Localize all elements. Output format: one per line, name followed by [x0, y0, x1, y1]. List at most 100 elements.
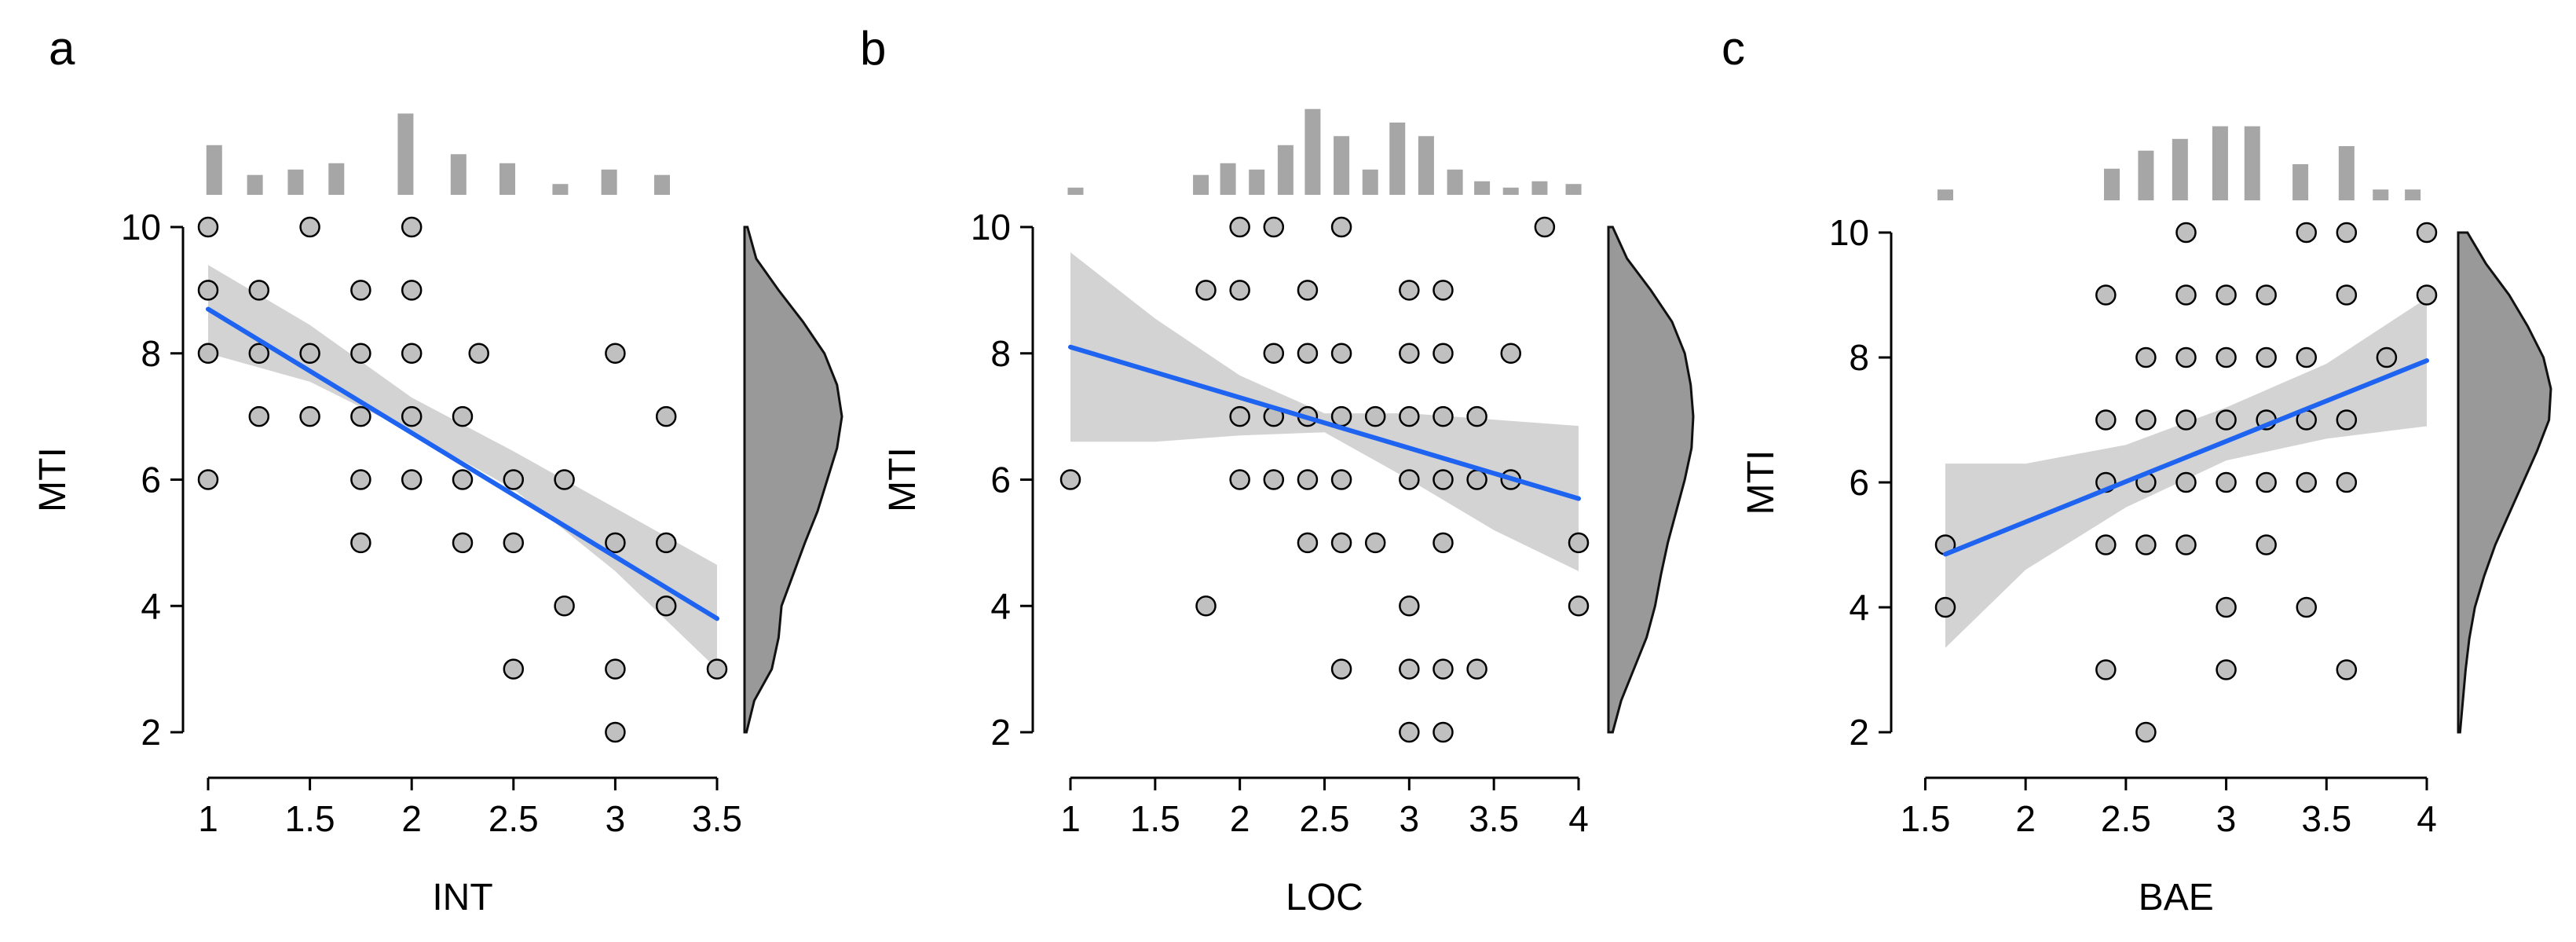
scatter-point [2175, 534, 2197, 555]
histogram-bar [1220, 163, 1236, 195]
scatter-point [2416, 284, 2438, 306]
histogram-bar [552, 184, 569, 195]
histogram-bar [1193, 174, 1209, 195]
y-tick-label: 4 [1849, 587, 1869, 628]
scatter-point [350, 469, 371, 490]
histogram-bar [1565, 184, 1582, 195]
scatter-point [2416, 222, 2438, 244]
scatter-point [350, 343, 371, 364]
scatter-point [1433, 532, 1454, 554]
scatter-point [1433, 721, 1454, 743]
histogram-bar [1249, 169, 1265, 195]
scatter-point [2216, 284, 2237, 306]
scatter-point [401, 469, 423, 490]
x-tick-label: 2 [401, 798, 422, 839]
scatter-point [2095, 284, 2117, 306]
scatter-point [2216, 346, 2237, 368]
scatter-point [1297, 469, 1319, 490]
histogram-bar [1502, 187, 1519, 195]
scatter-point [2256, 346, 2277, 368]
scatter-point [1399, 405, 1420, 427]
x-tick-label: 2.5 [1300, 798, 1350, 839]
scatter-point [2135, 721, 2157, 743]
scatter-point [2175, 284, 2197, 306]
y-axis-title: MTI [32, 447, 74, 512]
scatter-point [2175, 222, 2197, 244]
scatter-point [2336, 659, 2358, 680]
histogram-bar [2212, 126, 2228, 200]
x-tick-label: 3.5 [692, 798, 742, 839]
scatter-point [1330, 658, 1352, 680]
y-tick-label: 2 [1849, 712, 1869, 753]
histogram-bar [2405, 189, 2421, 200]
x-tick-label: 2 [1230, 798, 1250, 839]
histogram-bar [2103, 168, 2120, 200]
regression-line [1943, 357, 2429, 557]
scatter-point [1399, 280, 1420, 301]
histogram-bar [2138, 150, 2154, 200]
scatter-point [1433, 343, 1454, 364]
scatter-point [1568, 532, 1590, 554]
x-tick-label: 1.5 [1900, 798, 1950, 839]
scatter-point [1500, 343, 1521, 364]
histogram-bar [287, 169, 304, 195]
scatter-point [1195, 280, 1217, 301]
scatter-point [503, 469, 525, 490]
scatter-point [2256, 284, 2277, 306]
panel-b: b 2 4 6 8 10 1 1.5 2 2.5 3 3.5 4 LOC MTI [860, 22, 1695, 918]
scatter-point [1364, 405, 1386, 427]
regression-line [206, 306, 719, 621]
scatter-point [655, 532, 677, 554]
x-tick-label: 1 [1060, 798, 1081, 839]
panel-c: c 2 4 6 8 10 1.5 2 2.5 3 3.5 4 BAE MTI [1722, 22, 2552, 918]
histogram-bar [1304, 108, 1321, 195]
regression-line [1068, 344, 1581, 501]
scatter-point [197, 280, 219, 301]
panel-letter: a [49, 22, 75, 75]
scatter-point [1568, 596, 1590, 617]
scatter-point [2135, 534, 2157, 555]
scatter-point [2175, 471, 2197, 493]
scatter-point [2216, 471, 2237, 493]
scatter-point [2135, 409, 2157, 431]
scatter-point [503, 658, 525, 680]
histogram-bar [1334, 136, 1350, 195]
scatter-point [1297, 280, 1319, 301]
x-tick-label: 1 [198, 798, 218, 839]
scatter-point [350, 280, 371, 301]
x-tick-label: 3.5 [2301, 798, 2351, 839]
scatter-point [1399, 343, 1420, 364]
scatter-point [1433, 280, 1454, 301]
scatter-point [1433, 469, 1454, 490]
scatter-point [1433, 658, 1454, 680]
density-curve [743, 225, 843, 734]
scatter-point [197, 343, 219, 364]
scatter-point [248, 343, 270, 364]
scatter-point [1229, 405, 1250, 427]
scatter-point [605, 532, 626, 554]
scatter-point [2256, 471, 2277, 493]
scatter-point [1433, 405, 1454, 427]
y-tick-label: 8 [141, 333, 161, 374]
scatter-point [2256, 534, 2277, 555]
scatter-point [554, 596, 575, 617]
scatter-point [1534, 216, 1556, 238]
scatter-point [1399, 469, 1420, 490]
histogram-bar [499, 163, 516, 195]
scatter-point [1263, 469, 1285, 490]
density-curve [2457, 231, 2552, 734]
y-tick-label: 6 [141, 460, 161, 500]
scatter-point [1330, 532, 1352, 554]
panel-a: a 2 4 6 8 10 1 1.5 2 2.5 3 3.5 INT MTI [32, 22, 843, 918]
scatter-point [197, 216, 219, 238]
scatter-point [1330, 343, 1352, 364]
scatter-point [1263, 343, 1285, 364]
histogram-bar [1067, 187, 1084, 195]
scatter-point [2336, 284, 2358, 306]
scatter-point [2095, 659, 2117, 680]
scatter-point [1466, 405, 1487, 427]
scatter-point [1330, 216, 1352, 238]
histogram-bar [206, 145, 222, 195]
y-tick-label: 8 [990, 333, 1011, 374]
scatter-point [2216, 659, 2237, 680]
